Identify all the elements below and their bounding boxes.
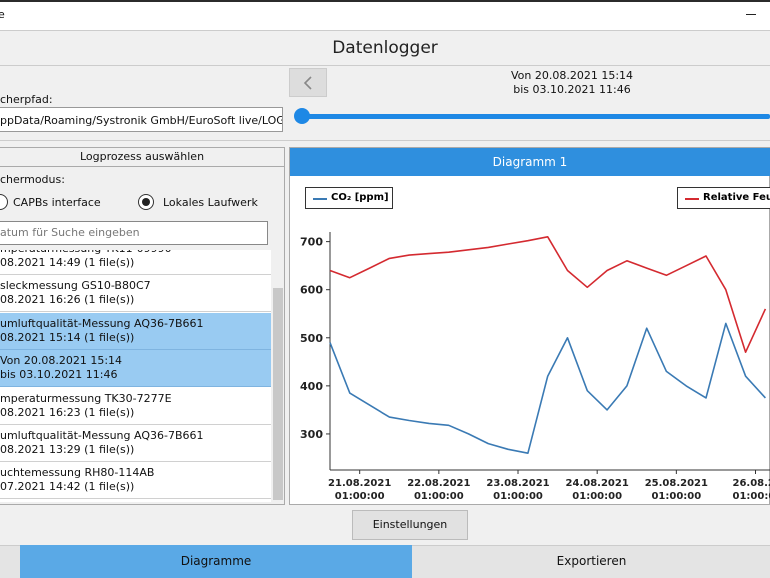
log-item-title: umluftqualität-Messung AQ36-7B661 — [0, 316, 204, 330]
back-button[interactable] — [289, 68, 327, 97]
legend-entry: CO₂ [ppm] — [305, 187, 393, 209]
range-slider[interactable] — [300, 114, 770, 119]
window-edge — [0, 0, 770, 2]
legend-label: CO₂ [ppm] — [331, 192, 389, 203]
x-tick-label: 24.08.2021 01:00:00 — [566, 478, 629, 502]
range-to: bis 03.10.2021 11:46 — [513, 83, 631, 96]
legend-label: Relative Feu — [703, 192, 770, 203]
series-line — [329, 322, 766, 454]
chart-panel-title: Diagramm 1 — [290, 148, 770, 176]
chart: 300 400 500 600 700 21.08.2021 01:00:00 22.08.2… — [300, 232, 770, 502]
log-item-title: sleckmessung GS10-B80C7 — [0, 279, 151, 293]
range-from: Von 20.08.2021 15:14 — [510, 69, 634, 82]
y-tick-label: 600 — [300, 284, 323, 297]
path-label: cherpfad: — [0, 93, 53, 106]
log-item-title: mperaturmessung TK11-09990 — [0, 250, 172, 255]
y-tick-label: 700 — [300, 236, 323, 249]
x-tick-label: 23.08.2021 01:00:00 — [486, 478, 549, 502]
series-line — [329, 236, 767, 353]
log-panel-title: Logprozess auswählen — [0, 148, 284, 167]
radio-button[interactable] — [138, 194, 154, 210]
y-tick-label: 300 — [300, 428, 323, 441]
log-item-detail: 07.2021 14:42 (1 file(s)) — [0, 480, 135, 494]
radio-label[interactable]: Lokales Laufwerk — [163, 196, 258, 209]
search-input[interactable]: atum für Suche eingeben — [0, 221, 268, 245]
log-item[interactable]: uchtemessung RH80-114AB 07.2021 14:42 (1 … — [0, 462, 271, 500]
tab-active[interactable]: Diagramme — [20, 545, 412, 578]
log-item-title: uchtemessung RH80-114AB — [0, 466, 155, 480]
settings-button[interactable]: Einstellungen — [352, 510, 468, 540]
log-item[interactable]: umluftqualität-Messung AQ36-7B661 08.2021… — [0, 425, 271, 462]
legend-entry: Relative Feu — [677, 187, 770, 209]
log-item-title: umluftqualität-Messung AQ36-7B661 — [0, 429, 204, 442]
log-item-detail: bis 03.10.2021 11:46 — [0, 368, 118, 382]
log-item[interactable]: mperaturmessung TK11-0999008.2021 14:49 … — [0, 250, 271, 275]
log-item[interactable]: umluftqualität-Messung AQ36-7B661 08.2021… — [0, 312, 271, 350]
separator — [0, 140, 770, 141]
log-item-detail: 08.2021 13:29 (1 file(s)) — [0, 443, 135, 456]
log-item-detail: 08.2021 15:14 (1 file(s)) — [0, 330, 135, 344]
log-item[interactable]: mperaturmessung TK30-7277E 08.2021 16:23 … — [0, 387, 271, 425]
y-tick-label: 500 — [300, 332, 323, 345]
log-item-detail: 08.2021 16:23 (1 file(s)) — [0, 405, 135, 419]
app-name: e — [0, 8, 5, 21]
tab[interactable]: Exportieren — [556, 554, 627, 568]
mode-label: chermodus: — [0, 173, 65, 186]
x-tick-label: 21.08.2021 01:00:00 — [328, 478, 391, 502]
minimize-button[interactable] — [746, 14, 756, 15]
x-tick-label: 25.08.2021 01:00:00 — [645, 478, 708, 502]
log-item-detail: 08.2021 16:26 (1 file(s)) — [0, 293, 135, 307]
log-item[interactable]: Von 20.08.2021 15:14 bis 03.10.2021 11:46 — [0, 350, 271, 388]
y-tick-label: 400 — [300, 380, 323, 393]
page-title: Datenlogger — [0, 30, 770, 66]
back-icon — [303, 76, 312, 90]
radio-label[interactable]: CAPBs interface — [13, 196, 101, 209]
x-tick-label: 26.08.201:00:0 — [733, 478, 770, 502]
title-bar — [0, 2, 770, 30]
path-input[interactable]: ppData/Roaming/Systronik GmbH/EuroSoft l… — [0, 107, 283, 132]
scrollbar-thumb[interactable] — [273, 288, 283, 500]
slider-handle[interactable] — [294, 108, 310, 124]
log-item-detail: 08.2021 14:49 (1 file(s)) — [0, 256, 135, 269]
x-tick-label: 22.08.2021 01:00:00 — [407, 478, 470, 502]
log-item[interactable]: sleckmessung GS10-B80C7 08.2021 16:26 (1 … — [0, 275, 271, 313]
log-item-title: Von 20.08.2021 15:14 — [0, 354, 123, 368]
log-item-title: mperaturmessung TK30-7277E — [0, 391, 172, 405]
log-list: mperaturmessung TK11-0999008.2021 14:49 … — [0, 250, 271, 502]
